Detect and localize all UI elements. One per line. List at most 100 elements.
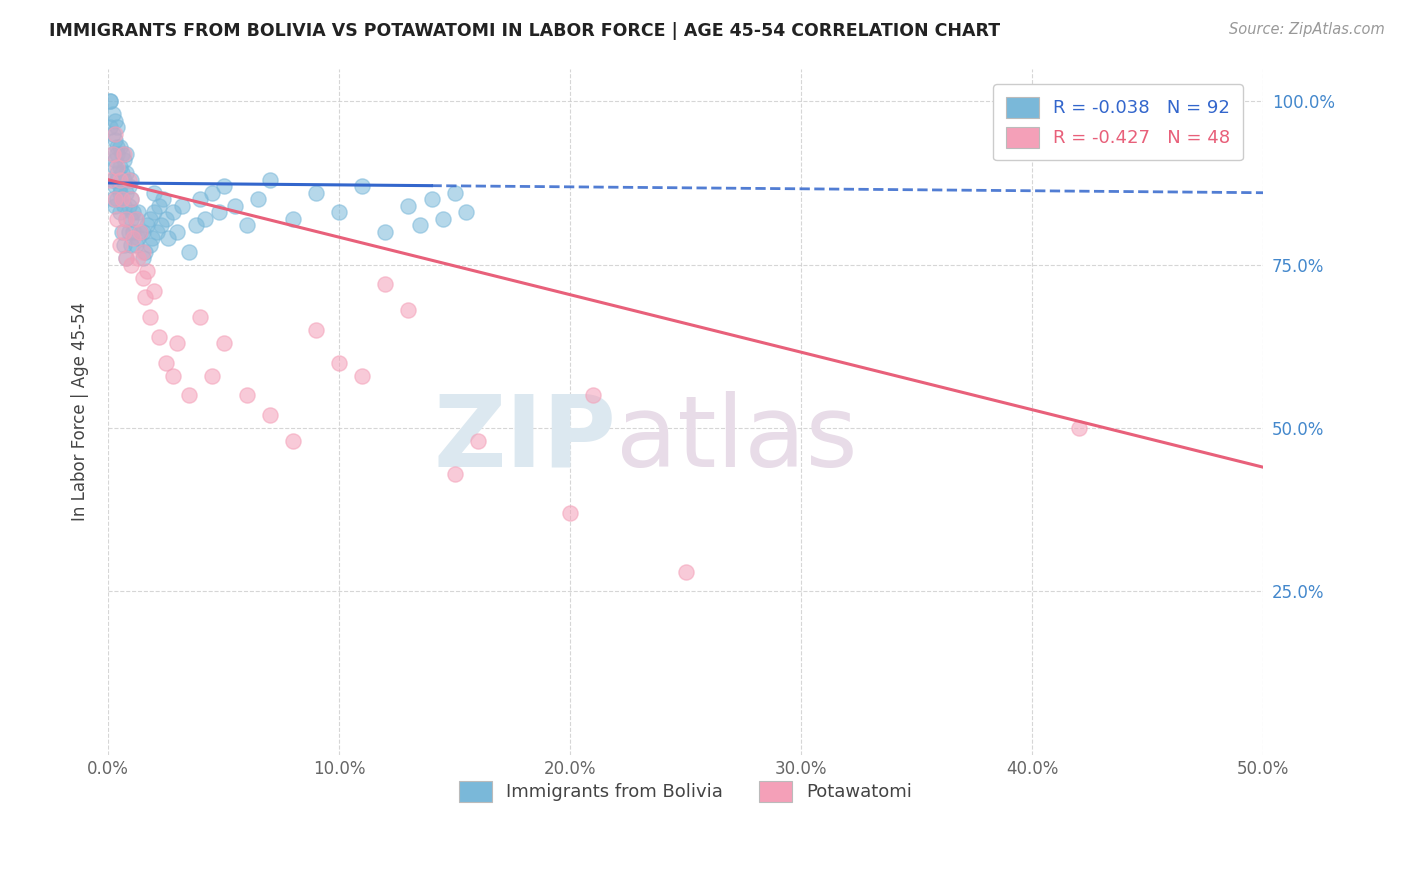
Point: [104, 153, 127, 167]
Point: [155, 356, 177, 370]
Point: [105, 160, 128, 174]
Point: [101, 107, 124, 121]
Point: [105, 140, 128, 154]
Point: [131, 225, 153, 239]
Point: [105, 120, 128, 135]
Point: [675, 565, 697, 579]
Point: [101, 146, 124, 161]
Point: [443, 186, 465, 200]
Point: [108, 205, 131, 219]
Point: [177, 244, 200, 259]
Point: [115, 211, 138, 226]
Point: [101, 172, 124, 186]
Point: [115, 251, 138, 265]
Point: [145, 225, 167, 239]
Point: [352, 179, 374, 194]
Point: [129, 225, 152, 239]
Point: [134, 290, 156, 304]
Point: [104, 133, 127, 147]
Point: [374, 277, 396, 292]
Point: [127, 231, 149, 245]
Point: [177, 388, 200, 402]
Point: [101, 146, 124, 161]
Point: [98, 172, 121, 186]
Point: [352, 368, 374, 383]
Point: [235, 388, 257, 402]
Point: [136, 219, 159, 233]
Point: [224, 199, 246, 213]
Point: [157, 231, 180, 245]
Point: [409, 219, 432, 233]
Point: [120, 258, 142, 272]
Point: [201, 368, 224, 383]
Point: [148, 199, 170, 213]
Point: [194, 211, 217, 226]
Point: [432, 211, 454, 226]
Point: [235, 219, 257, 233]
Point: [120, 211, 142, 226]
Point: [560, 506, 582, 520]
Point: [259, 408, 281, 422]
Point: [105, 211, 128, 226]
Point: [105, 172, 128, 186]
Point: [127, 205, 149, 219]
Point: [155, 211, 177, 226]
Point: [143, 284, 166, 298]
Point: [111, 166, 134, 180]
Point: [143, 186, 166, 200]
Point: [212, 179, 235, 194]
Point: [105, 192, 128, 206]
Point: [118, 225, 141, 239]
Point: [247, 192, 270, 206]
Point: [212, 336, 235, 351]
Point: [166, 336, 188, 351]
Text: IMMIGRANTS FROM BOLIVIA VS POTAWATOMI IN LABOR FORCE | AGE 45-54 CORRELATION CHA: IMMIGRANTS FROM BOLIVIA VS POTAWATOMI IN…: [49, 22, 1000, 40]
Text: ZIP: ZIP: [433, 391, 616, 488]
Point: [374, 225, 396, 239]
Point: [112, 172, 135, 186]
Point: [396, 199, 419, 213]
Point: [104, 113, 127, 128]
Point: [127, 251, 149, 265]
Point: [101, 192, 124, 206]
Point: [129, 225, 152, 239]
Point: [118, 179, 141, 194]
Point: [118, 172, 141, 186]
Point: [396, 303, 419, 318]
Point: [141, 231, 163, 245]
Point: [120, 192, 142, 206]
Point: [98, 94, 121, 108]
Point: [108, 140, 131, 154]
Point: [115, 146, 138, 161]
Point: [112, 225, 135, 239]
Point: [104, 160, 127, 174]
Y-axis label: In Labor Force | Age 45-54: In Labor Force | Age 45-54: [72, 302, 89, 521]
Point: [136, 264, 159, 278]
Point: [184, 219, 207, 233]
Point: [131, 270, 153, 285]
Point: [208, 205, 231, 219]
Point: [281, 434, 304, 449]
Point: [108, 238, 131, 252]
Point: [118, 199, 141, 213]
Point: [105, 166, 128, 180]
Point: [120, 172, 142, 186]
Point: [1067, 421, 1090, 435]
Point: [115, 186, 138, 200]
Point: [122, 231, 145, 245]
Point: [108, 172, 131, 186]
Point: [281, 211, 304, 226]
Point: [125, 211, 148, 226]
Point: [162, 368, 184, 383]
Point: [138, 238, 160, 252]
Point: [111, 192, 134, 206]
Point: [108, 186, 131, 200]
Point: [131, 251, 153, 265]
Point: [104, 127, 127, 141]
Point: [138, 211, 160, 226]
Point: [108, 160, 131, 174]
Point: [131, 244, 153, 259]
Point: [104, 179, 127, 194]
Point: [105, 146, 128, 161]
Point: [456, 205, 478, 219]
